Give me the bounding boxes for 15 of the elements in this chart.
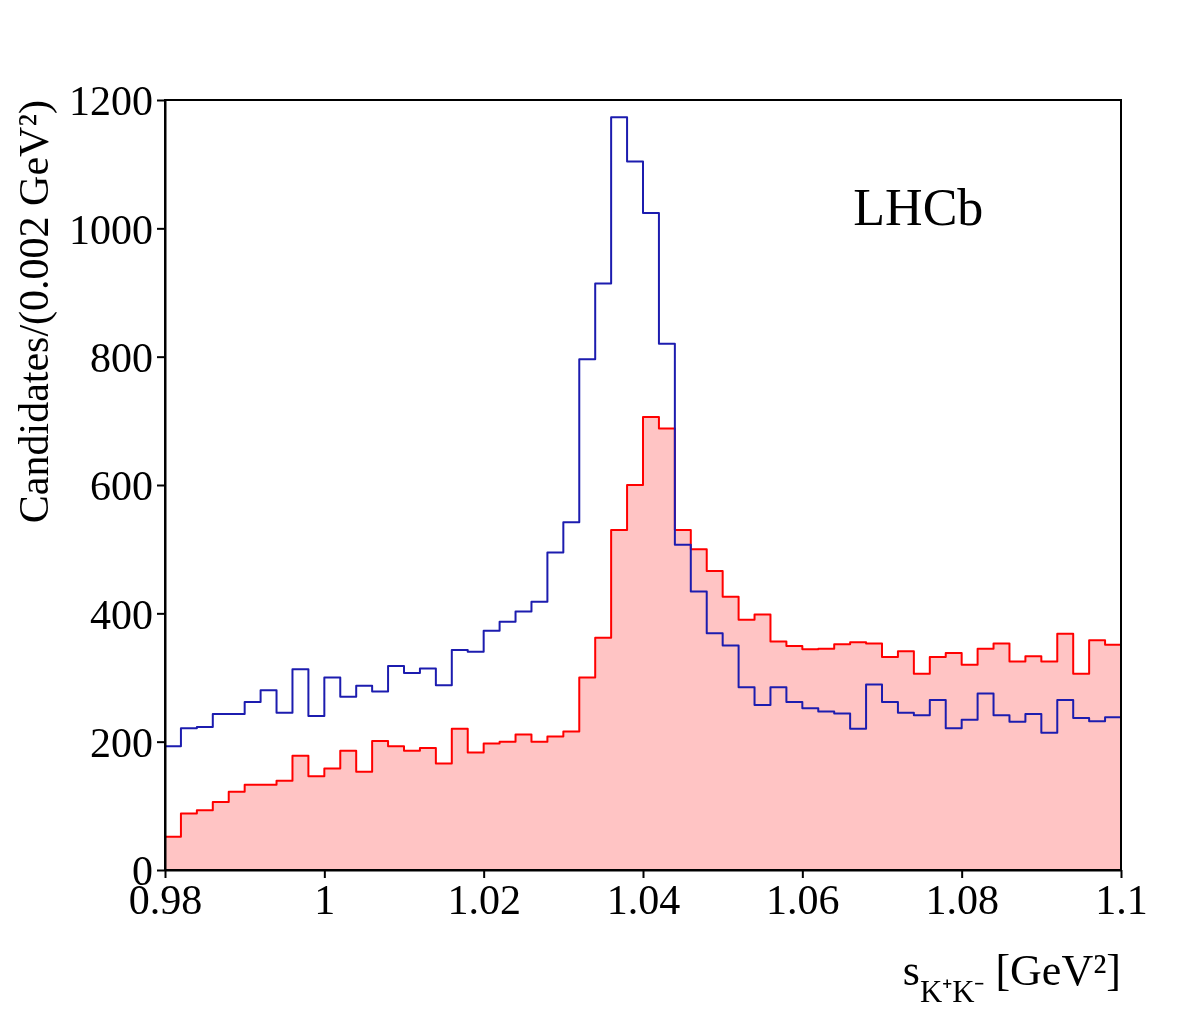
x-tick-label: 1.08	[925, 876, 999, 923]
x-tick-label: 1	[314, 876, 336, 923]
y-tick-label: 1000	[69, 206, 153, 253]
x-tick-label: 1.04	[606, 876, 681, 923]
annotation: LHCb	[853, 179, 984, 236]
y-tick-label: 1200	[69, 78, 153, 125]
x-tick-label: 1.1	[1095, 876, 1148, 923]
y-tick-label: 600	[90, 463, 153, 510]
y-tick-label: 400	[90, 591, 153, 638]
y-axis-title: Candidates/(0.002 GeV²)	[11, 100, 58, 524]
x-axis-title: s$_{K⁺K⁻}$ [GeV²]	[902, 946, 1121, 1009]
x-tick-label: 1.06	[766, 876, 840, 923]
y-tick-label: 200	[90, 719, 153, 766]
x-tick-label: 1.02	[447, 876, 521, 923]
y-tick-label: 800	[90, 334, 153, 381]
